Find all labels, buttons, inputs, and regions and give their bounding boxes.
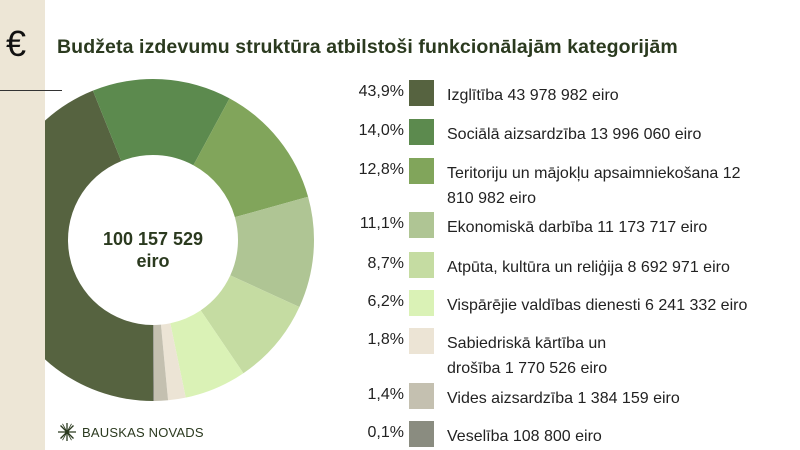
legend-swatch [409,158,434,184]
legend-swatch [409,383,434,409]
donut-slice-6 [160,323,186,401]
donut-slice-7 [153,324,169,401]
legend-label: Vispārējie valdības dienesti 6 241 332 e… [447,297,748,314]
legend-label: Sabiedriskā kārtība un drošība 1 770 526… [447,335,608,377]
donut-slice-4 [200,275,300,374]
legend-percent: 0,1% [367,424,404,441]
legend-label: Veselība 108 800 eiro [447,428,602,445]
legend-swatch [409,80,434,106]
donut-center-label: 100 157 529 eiro [68,228,238,272]
page-title: Budžeta izdevumu struktūra atbilstoši fu… [57,36,678,58]
legend-percent: 11,1% [359,215,404,232]
legend-label: Ekonomiskā darbība 11 173 717 eiro [447,219,708,236]
donut-slice-2 [193,98,309,218]
legend-label: Vides aizsardzība 1 384 159 eiro [447,390,680,407]
logo-text: BAUSKAS NOVADS [82,424,204,440]
euro-icon: € [6,23,27,64]
donut-slice-3 [230,196,314,307]
legend-swatch [409,328,434,354]
legend-percent: 12,8% [358,161,404,178]
legend-swatch [409,252,434,278]
legend-swatch [409,212,434,238]
donut-slice-8 [153,324,155,401]
sun-burst-icon [58,423,76,441]
legend-swatch [409,119,434,145]
legend-label: Teritoriju un mājokļu apsaimniekošana 12… [447,165,741,207]
legend-label: Sociālā aizsardzība 13 996 060 eiro [447,126,702,143]
legend-percent: 8,7% [367,255,404,272]
legend-percent: 14,0% [358,122,404,139]
side-strip [0,0,45,450]
donut-slice-5 [170,310,244,398]
legend-label: Atpūta, kultūra un reliģija 8 692 971 ei… [447,259,730,276]
legend-swatch [409,290,434,316]
legend-swatch [409,421,434,447]
legend-percent: 6,2% [367,293,404,310]
legend-percent: 43,9% [358,83,404,100]
logo: BAUSKAS NOVADS [57,422,204,442]
legend-label: Izglītība 43 978 982 eiro [447,87,619,104]
total-unit: eiro [136,251,170,271]
legend-percent: 1,4% [367,386,404,403]
total-value: 100 157 529 [102,229,204,249]
legend-percent: 1,8% [367,331,404,348]
divider [0,90,62,91]
donut-slice-1 [92,79,230,166]
